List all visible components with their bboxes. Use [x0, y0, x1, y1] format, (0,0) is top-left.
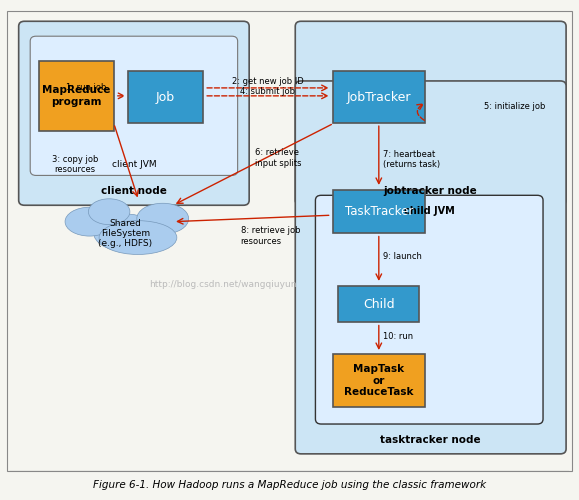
Text: 8: retrieve job
resources: 8: retrieve job resources — [240, 226, 300, 246]
Text: MapReduce
program: MapReduce program — [42, 85, 111, 106]
Text: 10: run: 10: run — [383, 332, 413, 340]
Text: 4: submit job: 4: submit job — [240, 88, 295, 96]
Text: 7: heartbeat
(returns task): 7: heartbeat (returns task) — [383, 150, 440, 169]
Text: JobTracker: JobTracker — [347, 90, 411, 104]
Text: 9: launch: 9: launch — [383, 252, 422, 261]
Bar — [333, 354, 425, 406]
FancyBboxPatch shape — [19, 22, 249, 205]
Text: 6: retrieve
input splits: 6: retrieve input splits — [255, 148, 302, 168]
Text: Job: Job — [156, 90, 175, 104]
Ellipse shape — [65, 207, 114, 236]
Ellipse shape — [94, 214, 157, 251]
Text: tasktracker node: tasktracker node — [380, 435, 481, 445]
Ellipse shape — [99, 220, 177, 254]
Text: Child: Child — [363, 298, 395, 310]
Text: client JVM: client JVM — [112, 160, 156, 169]
Bar — [333, 190, 425, 232]
Text: jobtracker node: jobtracker node — [384, 186, 478, 196]
Bar — [39, 61, 113, 130]
Text: Figure 6-1. How Hadoop runs a MapReduce job using the classic framework: Figure 6-1. How Hadoop runs a MapReduce … — [93, 480, 486, 490]
Bar — [333, 71, 425, 123]
Text: http://blog.csdn.net/wangqiuyun: http://blog.csdn.net/wangqiuyun — [149, 280, 297, 289]
Text: 3: copy job
resources: 3: copy job resources — [52, 155, 98, 174]
Text: Shared
FileSystem
(e.g., HDFS): Shared FileSystem (e.g., HDFS) — [98, 218, 152, 248]
Ellipse shape — [89, 199, 130, 224]
Text: 2: get new job ID: 2: get new job ID — [232, 78, 303, 86]
Bar — [339, 286, 419, 322]
Text: client node: client node — [101, 186, 167, 196]
Bar — [128, 71, 203, 123]
FancyBboxPatch shape — [295, 81, 566, 454]
FancyBboxPatch shape — [295, 22, 566, 205]
Ellipse shape — [137, 204, 189, 234]
FancyBboxPatch shape — [30, 36, 237, 175]
Text: TaskTracker: TaskTracker — [345, 205, 413, 218]
Text: 1: run job: 1: run job — [67, 83, 107, 92]
Text: 5: initialize job: 5: initialize job — [483, 102, 545, 112]
FancyBboxPatch shape — [316, 196, 543, 424]
Text: child JVM: child JVM — [404, 206, 455, 216]
Text: MapTask
or
ReduceTask: MapTask or ReduceTask — [344, 364, 413, 397]
